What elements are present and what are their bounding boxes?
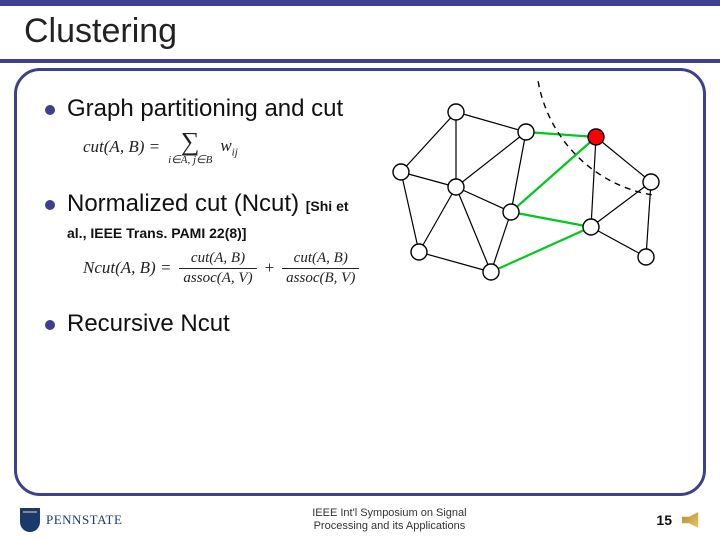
footer-conference: IEEE Int'l Symposium on Signal Processin… [122,507,656,532]
page-number: 15 [656,512,672,528]
pennstate-logo: PENNSTATE [20,508,122,532]
frac2-num: cut(A, B) [290,251,352,266]
conf-line2: Processing and its Applications [122,520,656,533]
frac1-num: cut(A, B) [187,251,249,266]
frac1-den: assoc(A, V) [179,271,256,286]
ncut-label: Normalized cut (Ncut) [67,190,306,217]
formula-cut-rhs: wij [220,136,237,158]
title-underline [0,59,720,63]
frac-bar-icon [282,268,359,269]
slide-footer: PENNSTATE IEEE Int'l Symposium on Signal… [0,500,720,540]
plus-sign: + [265,258,275,278]
speaker-icon [682,512,700,528]
conf-line1: IEEE Int'l Symposium on Signal [122,507,656,520]
formula-cut-lhs: cut(A, B) = [83,137,160,157]
sigma-sub: i∈A, j∈B [168,155,212,166]
slide-title: Clustering [0,6,720,53]
frac-1: cut(A, B) assoc(A, V) [179,251,256,286]
bullet-text: Normalized cut (Ncut) [Shi et al., IEEE … [67,190,367,245]
logo-text: PENNSTATE [46,512,122,528]
formula-ncut-lhs: Ncut(A, B) = [83,258,171,278]
frac2-den: assoc(B, V) [282,271,359,286]
bullet-text: Recursive Ncut [67,310,230,338]
bullet-recursive-ncut: Recursive Ncut [45,310,675,338]
graph-partition-diagram [361,77,691,307]
bullet-text: Graph partitioning and cut [67,95,343,123]
bullet-dot-icon [45,105,55,115]
content-frame: Graph partitioning and cut cut(A, B) = ∑… [14,68,706,496]
cut-rhs-sub: ij [232,146,238,158]
bullet-dot-icon [45,200,55,210]
cut-rhs-w: w [220,136,231,155]
shield-icon [20,508,40,532]
frac-2: cut(A, B) assoc(B, V) [282,251,359,286]
bullet-dot-icon [45,320,55,330]
sigma-icon: ∑ i∈A, j∈B [168,129,212,166]
frac-bar-icon [179,268,256,269]
